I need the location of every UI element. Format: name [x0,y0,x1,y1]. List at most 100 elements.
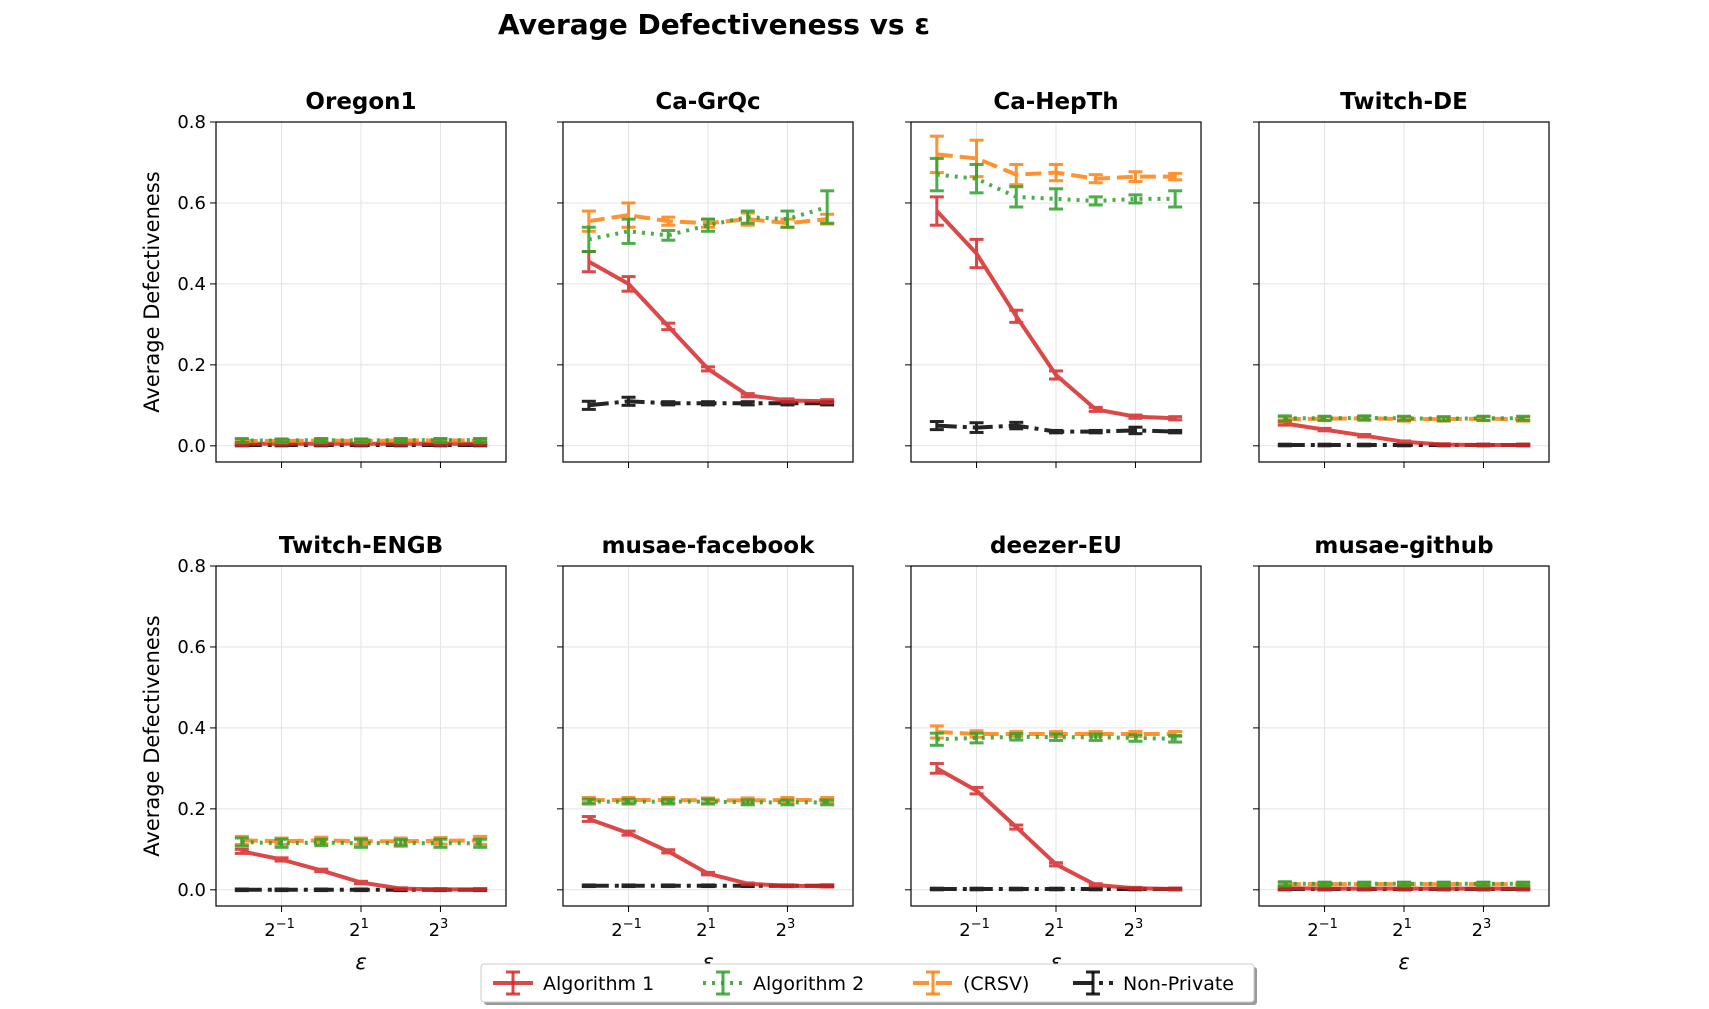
plot-frame [910,565,1202,907]
error-bar [433,837,448,849]
error-bar [234,847,249,855]
error-bar [1317,885,1332,892]
error-bar [1397,442,1411,448]
error-bar [929,886,944,892]
subplot-ca-hepth: Ca-HepTh [905,89,1202,468]
error-bar [473,437,488,444]
error-bar [780,883,795,889]
error-bar [1088,405,1103,413]
x-axis-label: ε [355,950,366,974]
error-bar [1088,882,1103,888]
error-bar [1516,880,1531,887]
error-bar [929,195,944,227]
plot-area [581,796,835,889]
error-bar [314,887,329,893]
error-bar [740,392,755,399]
error-bar [661,228,676,242]
error-bar [701,870,715,877]
error-bar [1009,823,1024,831]
x-axis-label: ε [1050,950,1061,974]
x-axis-label: ε [702,950,713,974]
x-tick-exponent: 1 [361,917,369,932]
subplot-ca-grqc: Ca-GrQc [557,89,854,468]
error-bar [969,731,984,745]
error-bar [740,881,755,887]
error-bar [820,189,835,225]
error-bar [274,856,289,863]
error-bar [1476,885,1491,892]
x-tick-label: 23 [1124,917,1144,941]
x-tick-exponent: −1 [623,917,642,932]
series-algorithm-1 [929,762,1183,892]
error-bar [701,400,715,407]
error-bar [1397,880,1411,887]
error-bar [354,887,368,893]
error-bar [354,437,368,444]
error-bar [1317,442,1332,448]
y-tick-label: 0.0 [177,880,206,901]
error-bar [1128,170,1143,183]
legend-label: Non-Private [1123,973,1234,995]
x-tick-label: 21 [1392,917,1412,941]
error-bar [740,400,755,407]
subplot-deezer-eu: deezer-EU 2−1 21 23 ε [905,533,1202,974]
error-bar [1049,187,1063,211]
error-bar [621,217,636,245]
error-bar [393,838,408,848]
error-bar [581,797,596,806]
error-bar [740,209,755,225]
error-bar [1436,885,1451,892]
error-bar [1277,885,1292,891]
error-bar [621,829,636,837]
error-bar [1436,415,1451,423]
series-algorithm-1 [929,195,1183,422]
error-bar [661,883,676,889]
plot-frame [1258,565,1550,907]
error-bar [701,217,715,233]
error-bar [1128,413,1143,420]
error-bar [1049,861,1063,868]
subplot-twitch-engb: Twitch-ENGB 0.0 0.2 0.4 0.6 0.8 2−1 21 23 ε Averag… [140,533,507,974]
plot-area [929,724,1183,892]
legend: Algorithm 1 Algorithm 2 (CRSV) Non-Private [480,963,1257,1005]
x-tick-label: 23 [429,917,449,941]
error-bar [1516,414,1531,422]
error-bar [1397,439,1411,445]
error-bar [1277,414,1292,423]
y-tick-label: 0.2 [177,799,206,820]
error-bar [433,887,448,892]
series-algorithm-1 [581,250,835,405]
error-bar [780,397,795,404]
error-bar [1516,442,1531,448]
x-tick-exponent: −1 [971,917,990,932]
error-bar [234,887,249,893]
error-bar [1436,442,1451,447]
subplot-musae-facebook: musae-facebook 2−1 21 23 ε [557,533,854,974]
error-bar [1277,442,1292,448]
series-algorithm-1 [581,815,835,889]
error-bar [1168,886,1183,892]
series-algorithm-2 [234,836,488,849]
plot-area [1277,414,1531,448]
error-bar [621,275,636,293]
error-bar [1009,732,1024,742]
error-bar [780,209,795,229]
error-bar [1049,886,1063,892]
panels-container: Oregon1 0.0 0.2 0.4 0.6 0.8 Average Defectiven… [140,89,1550,974]
error-bar [1168,428,1183,435]
error-bar [661,400,676,407]
error-bar [1088,732,1103,742]
error-bar [820,798,835,807]
x-tick-exponent: −1 [276,917,295,932]
x-tick-label: 2−1 [611,917,642,941]
error-bar [1088,428,1103,435]
x-tick-label: 2−1 [264,917,295,941]
subplot-title: musae-facebook [602,533,816,559]
error-bar [1009,308,1024,324]
x-tick-exponent: 1 [1056,917,1064,932]
series-algorithm-1 [1277,420,1531,448]
y-tick-label: 0.6 [177,637,206,658]
y-tick-label: 0.2 [177,355,206,376]
error-bar [1049,428,1063,435]
error-bar [701,797,715,806]
